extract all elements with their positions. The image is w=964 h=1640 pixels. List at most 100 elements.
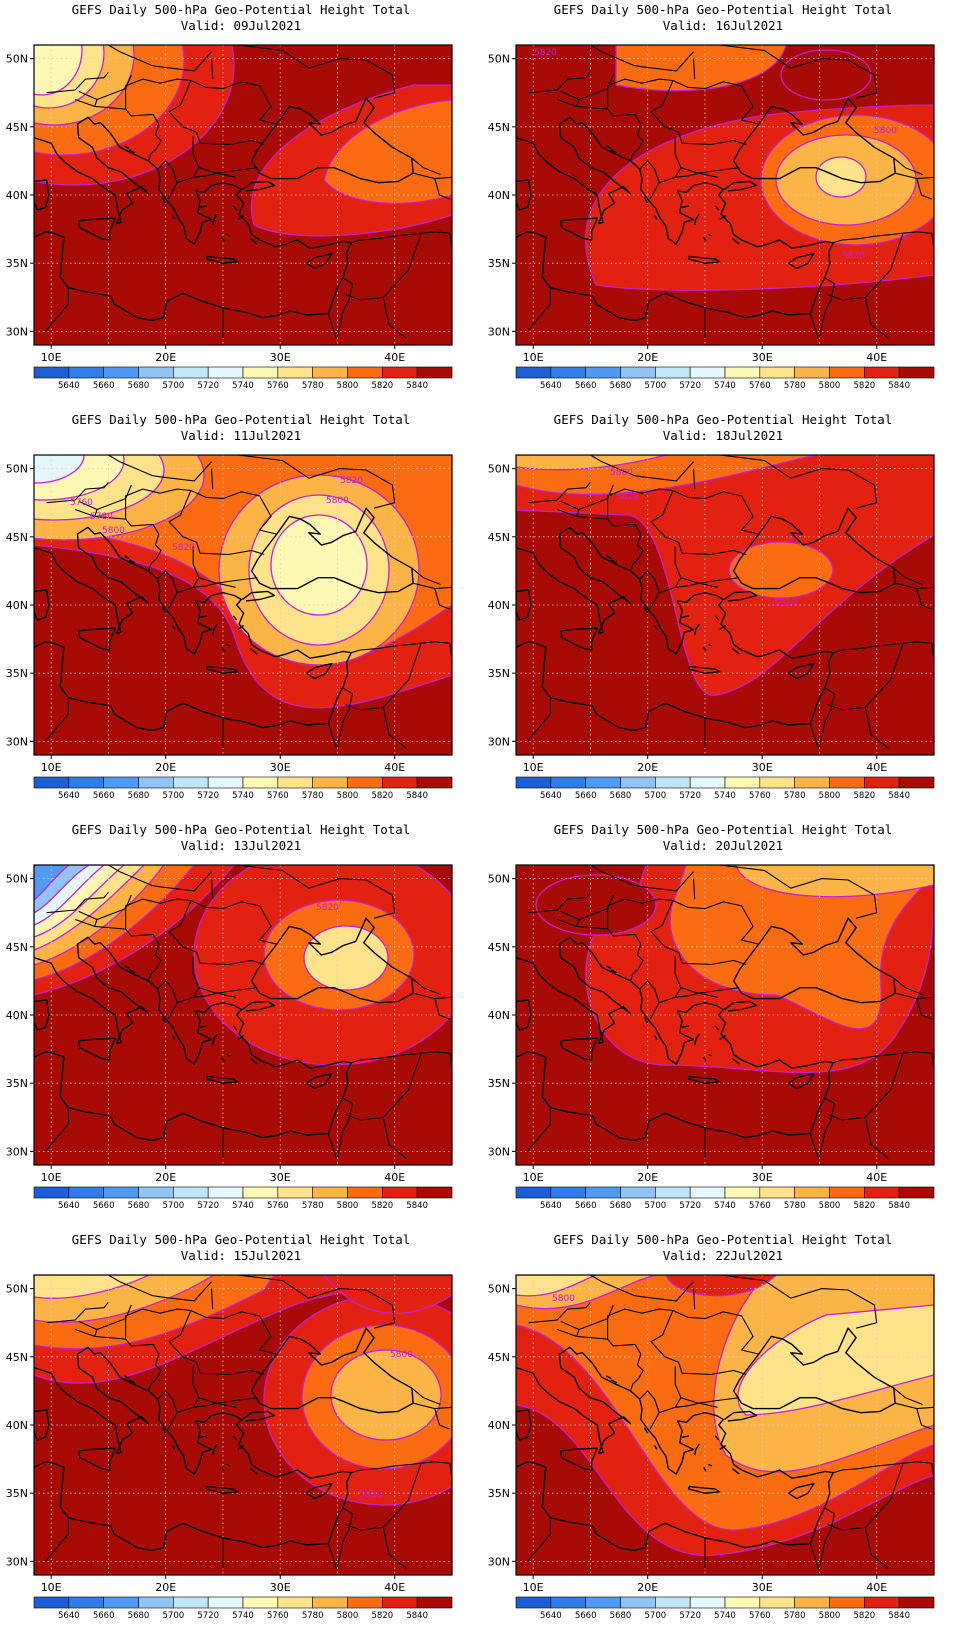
colorbar-label: 5760	[267, 381, 289, 391]
colorbar-swatch	[416, 776, 453, 789]
map-panel: GEFS Daily 500-hPa Geo-Potential Height …	[0, 0, 482, 410]
colorbar-swatch	[416, 366, 453, 379]
contour-region	[270, 514, 368, 616]
colorbar-swatch	[173, 776, 209, 789]
panel-valid-date: Valid: 15Jul2021	[180, 1248, 302, 1263]
contour-label: 5780	[90, 512, 113, 522]
lat-label: 40N	[488, 1419, 510, 1432]
geopotential-map: 5760 5780 5800 5820 5820 5800 50N 45N 40N 35N 30N 1…	[6, 454, 453, 801]
colorbar-swatch	[864, 1596, 900, 1609]
colorbar-label: 5720	[679, 1201, 701, 1211]
lat-label: 50N	[6, 873, 28, 886]
lat-label: 50N	[6, 463, 28, 476]
colorbar-swatch	[550, 366, 586, 379]
colorbar-label: 5720	[679, 791, 701, 801]
colorbar-label: 5800	[819, 791, 841, 801]
colorbar-swatch	[277, 776, 313, 789]
colorbar-label: 5740	[232, 1201, 254, 1211]
lon-label: 30E	[752, 1171, 773, 1184]
colorbar-swatch	[515, 776, 552, 789]
lon-label: 40E	[866, 351, 887, 364]
colorbar-label: 5660	[93, 381, 115, 391]
colorbar-label: 5760	[749, 1201, 771, 1211]
colorbar-swatch	[585, 1186, 621, 1199]
colorbar: 5640 5660 5680 5700 5720 5740 5760 5780 5800 5820…	[515, 1186, 935, 1211]
lat-label: 30N	[6, 1145, 28, 1158]
lat-label: 45N	[6, 121, 28, 134]
country-borders	[45, 45, 452, 339]
colorbar-swatch	[312, 1186, 348, 1199]
colorbar-swatch	[550, 1186, 586, 1199]
colorbar-swatch	[794, 1596, 830, 1609]
colorbar-swatch	[138, 1186, 174, 1199]
contour-label: 5820	[340, 476, 363, 486]
colorbar-label: 5680	[610, 791, 632, 801]
colorbar-label: 5720	[197, 381, 219, 391]
colorbar-label: 5700	[645, 381, 667, 391]
lon-label: 30E	[752, 761, 773, 774]
colorbar-label: 5800	[337, 381, 359, 391]
colorbar-label: 5820	[854, 1201, 876, 1211]
map-panel: GEFS Daily 500-hPa Geo-Potential Height …	[0, 1230, 482, 1640]
lon-label: 30E	[270, 1581, 291, 1594]
colorbar-swatch	[724, 366, 761, 379]
lat-label: 40N	[488, 189, 510, 202]
contour-label: 5800	[552, 1294, 575, 1304]
lon-label: 10E	[41, 1171, 62, 1184]
colorbar-swatch	[689, 776, 726, 789]
map-panel: GEFS Daily 500-hPa Geo-Potential Height …	[482, 1230, 964, 1640]
contour-label: 5760	[70, 498, 93, 508]
colorbar-swatch	[898, 366, 935, 379]
colorbar-swatch	[312, 1596, 348, 1609]
lat-label: 50N	[488, 463, 510, 476]
colorbar-swatch	[33, 1186, 70, 1199]
contour-region	[535, 874, 657, 936]
contour-label: 5820	[172, 543, 195, 553]
panel-title: GEFS Daily 500-hPa Geo-Potential Height …	[553, 1232, 893, 1247]
lat-label: 50N	[6, 53, 28, 66]
lon-label: 10E	[523, 1581, 544, 1594]
colorbar-label: 5660	[575, 791, 597, 801]
lat-label: 30N	[488, 735, 510, 748]
colorbar-label: 5680	[128, 381, 150, 391]
colorbar-swatch	[173, 366, 209, 379]
colorbar-label: 5640	[540, 381, 562, 391]
colorbar-label: 5780	[302, 791, 324, 801]
colorbar-swatch	[103, 366, 139, 379]
geopotential-map: 5800 5820 5820 50N 45N 40N 35N 30N 10E 20E 30E 40E 5…	[488, 454, 935, 801]
colorbar-swatch	[724, 776, 761, 789]
colorbar-label: 5840	[888, 1611, 910, 1621]
contour-label: 5800	[326, 496, 349, 506]
map-panel: GEFS Daily 500-hPa Geo-Potential Height …	[482, 410, 964, 820]
colorbar-swatch	[382, 1596, 418, 1609]
colorbar-label: 5660	[93, 1201, 115, 1211]
colorbar-swatch	[898, 1186, 935, 1199]
colorbar-label: 5640	[58, 1201, 80, 1211]
country-borders	[527, 455, 934, 749]
colorbar-label: 5840	[406, 1611, 428, 1621]
colorbar-swatch	[864, 776, 900, 789]
contour-region	[728, 541, 834, 599]
lon-label: 20E	[637, 351, 658, 364]
colorbar-swatch	[864, 1186, 900, 1199]
panel-valid-date: Valid: 20Jul2021	[662, 838, 784, 853]
colorbar-label: 5680	[610, 1611, 632, 1621]
panel-valid-date: Valid: 09Jul2021	[180, 18, 302, 33]
colorbar-swatch	[759, 1186, 795, 1199]
colorbar-swatch	[829, 366, 865, 379]
colorbar-label: 5780	[784, 1611, 806, 1621]
panel-valid-date: Valid: 13Jul2021	[180, 838, 302, 853]
colorbar-swatch	[138, 1596, 174, 1609]
lat-label: 45N	[6, 531, 28, 544]
lat-label: 50N	[488, 53, 510, 66]
lat-label: 40N	[488, 599, 510, 612]
colorbar-swatch	[620, 1186, 656, 1199]
colorbar-swatch	[207, 366, 244, 379]
colorbar-label: 5740	[232, 381, 254, 391]
colorbar-label: 5700	[645, 791, 667, 801]
colorbar-label: 5820	[372, 381, 394, 391]
colorbar-label: 5840	[406, 791, 428, 801]
lon-label: 30E	[270, 761, 291, 774]
colorbar-label: 5800	[819, 381, 841, 391]
